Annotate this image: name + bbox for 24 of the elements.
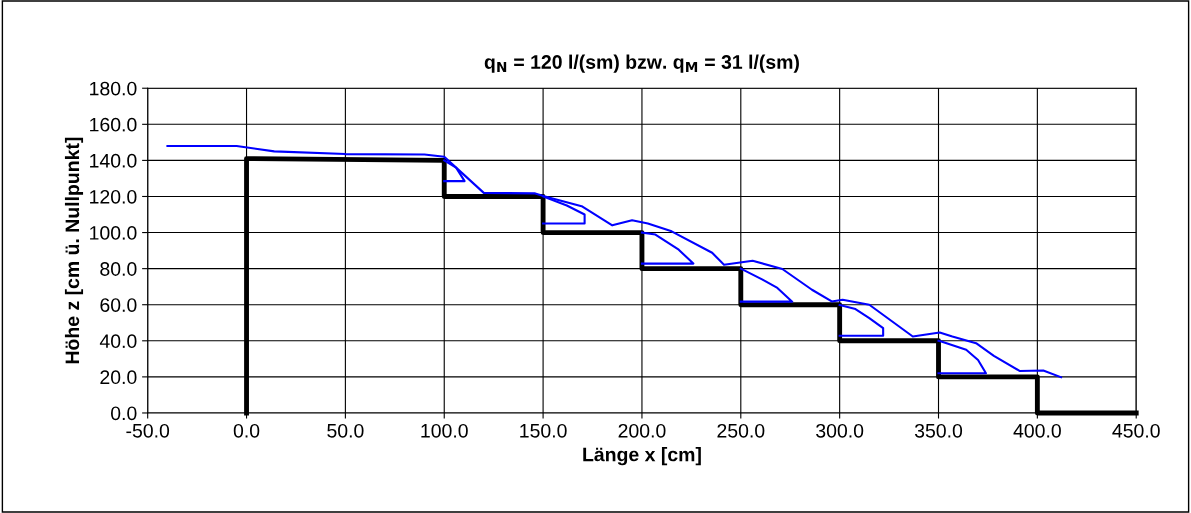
x-tick-label: -50.0 — [126, 423, 170, 438]
x-tick-label: 200.0 — [618, 423, 666, 438]
y-tick-label: 0.0 — [111, 406, 137, 421]
x-tick-label: 250.0 — [717, 423, 765, 438]
x-tick-label: 300.0 — [816, 423, 864, 438]
x-tick-label: 450.0 — [1112, 423, 1160, 438]
x-tick-label: 50.0 — [327, 423, 364, 438]
y-tick-label: 120.0 — [90, 189, 137, 204]
chart-title: q$_{N}$ = 120 l/(sm) bzw. q$_{M}$ = 31 l/(sm) — [484, 54, 799, 73]
x-tick-label: 0.0 — [233, 423, 260, 438]
x-tick-label: 150.0 — [520, 423, 567, 438]
y-tick-label: 140.0 — [90, 153, 137, 168]
y-tick-label: 80.0 — [100, 262, 137, 276]
x-axis-title: Länge x [cm] — [583, 447, 701, 466]
y-tick-label: 180.0 — [90, 81, 137, 96]
y-tick-label: 160.0 — [90, 117, 137, 132]
y-axis-title: Höhe z [cm ü. Nullpunkt] — [64, 137, 84, 364]
y-tick-label: 60.0 — [100, 298, 137, 312]
x-tick-label: 350.0 — [914, 423, 963, 438]
y-tick-label: 100.0 — [90, 226, 137, 240]
y-tick-label: 40.0 — [99, 334, 137, 349]
y-tick-label: 20.0 — [100, 370, 137, 385]
x-tick-label: 400.0 — [1013, 423, 1061, 438]
x-tick-label: 100.0 — [421, 423, 468, 438]
